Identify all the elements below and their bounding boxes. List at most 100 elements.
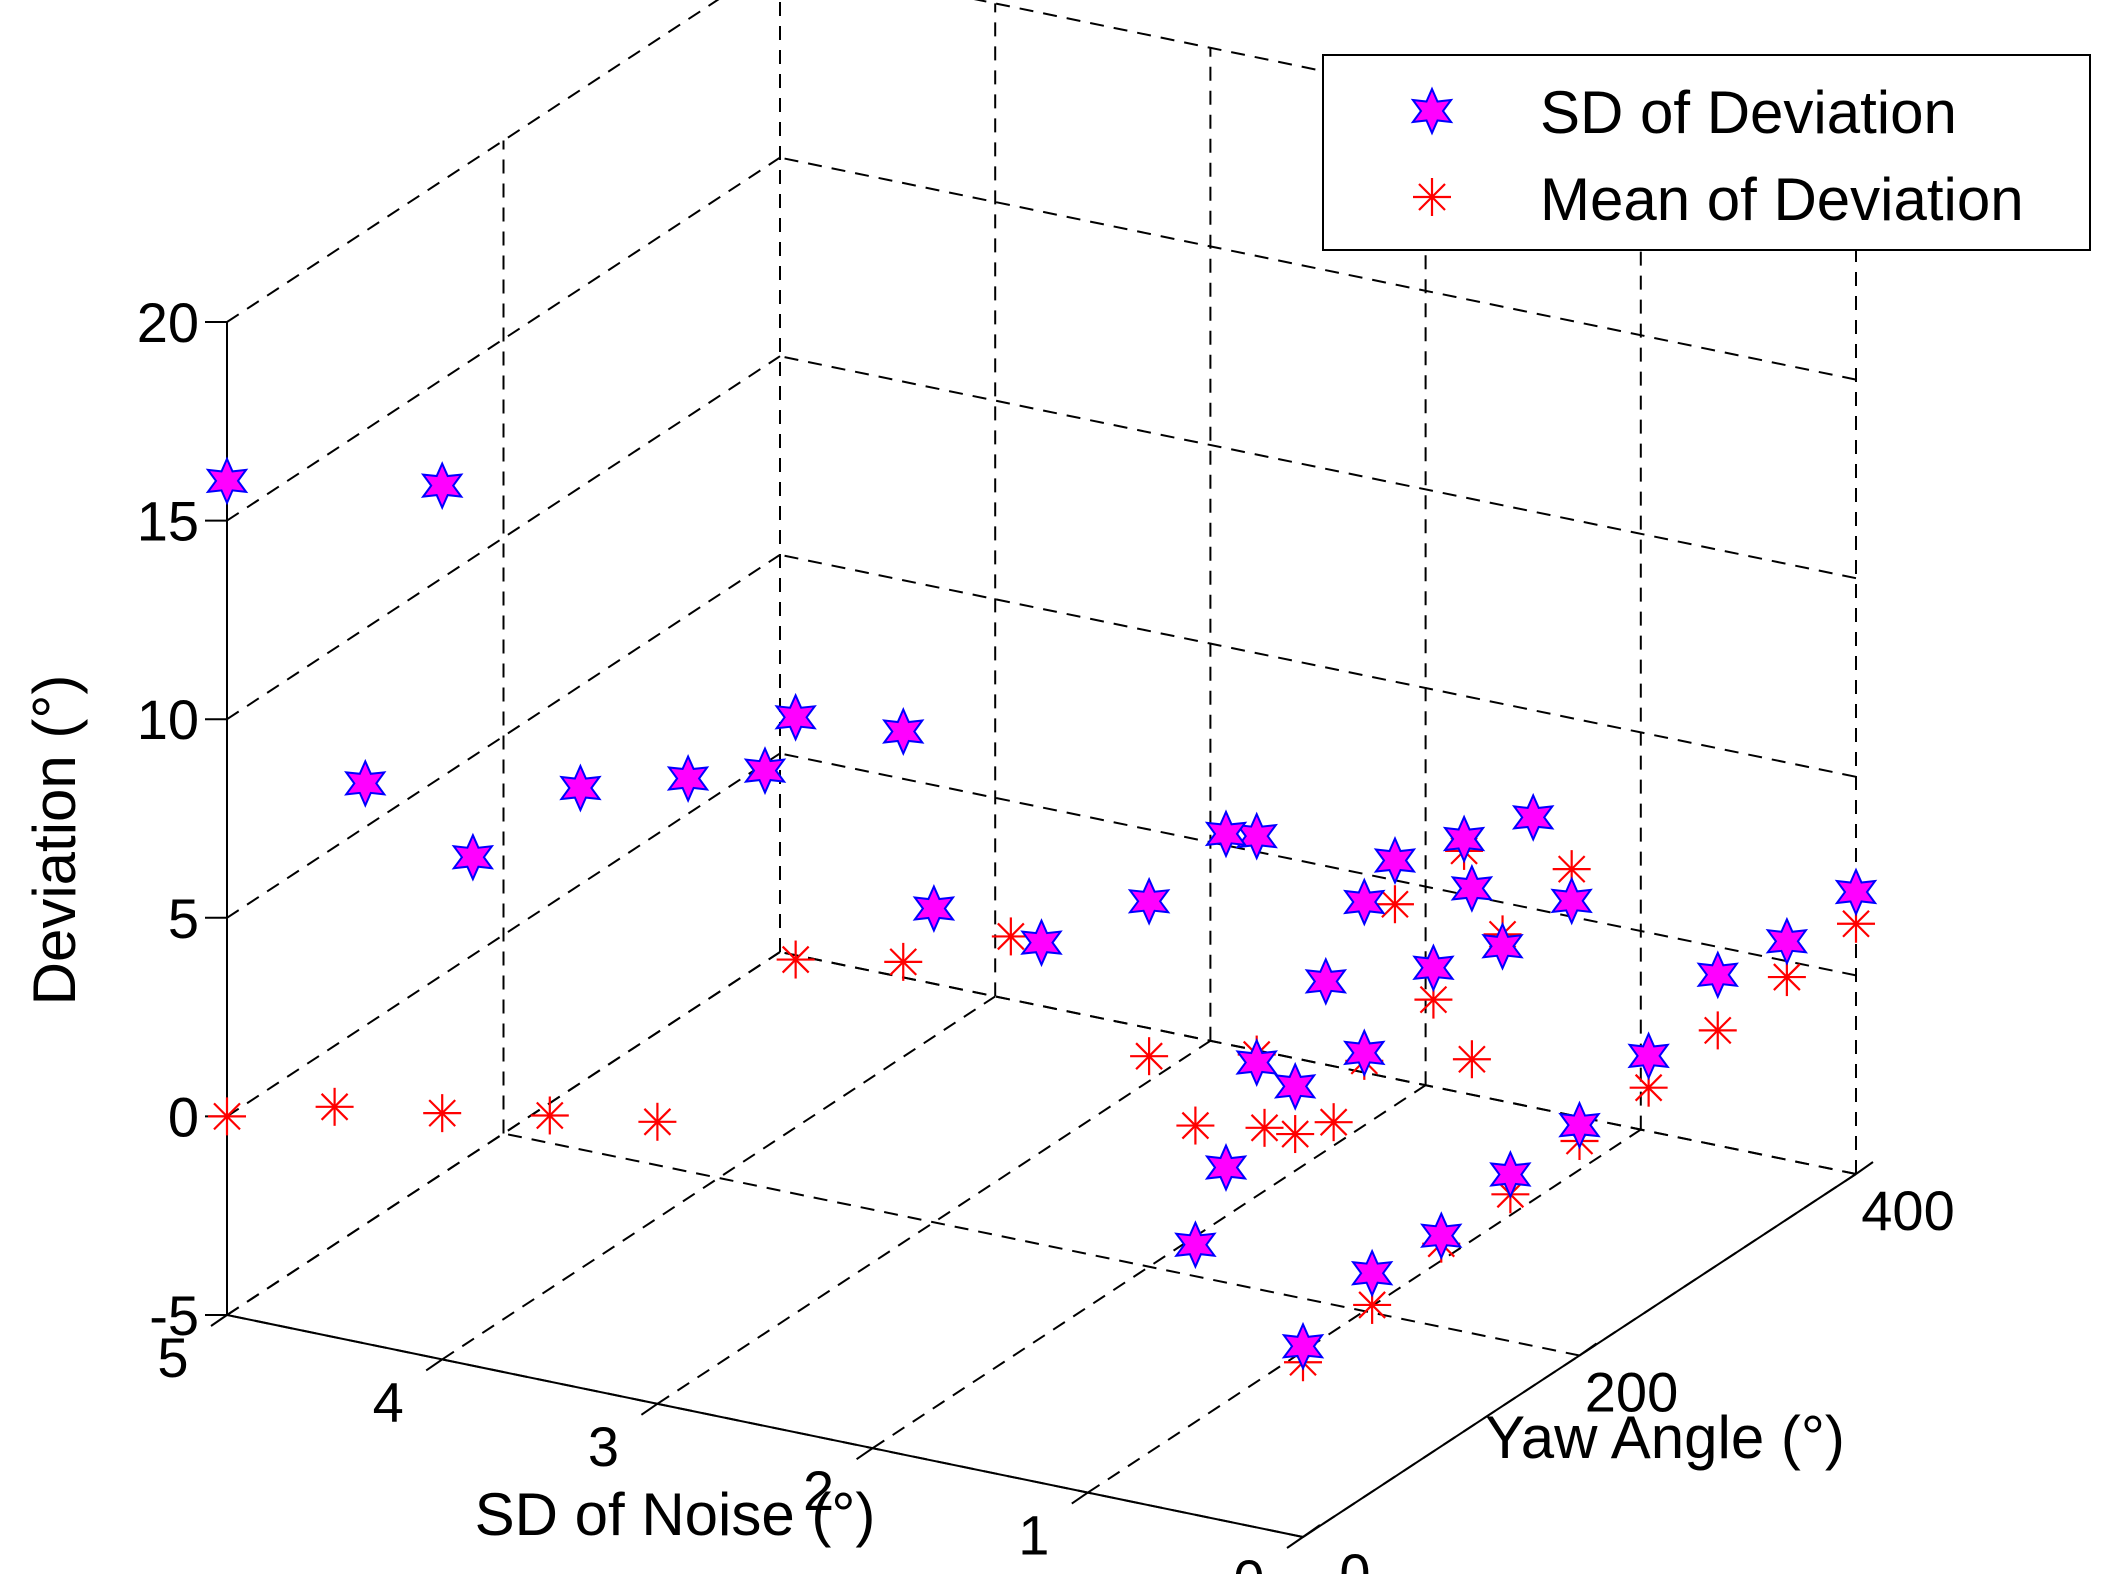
legend-label-sd: SD of Deviation — [1540, 79, 1957, 146]
sd-of-deviation-point — [774, 692, 817, 742]
grid-side-wall-z-4 — [779, 156, 1857, 381]
data-marks — [205, 456, 1878, 1382]
z-tick-label: 0 — [168, 1085, 199, 1148]
sd-of-deviation-point — [1834, 867, 1878, 917]
mean-of-deviation-point-stroke — [1703, 1016, 1732, 1045]
sd-of-deviation-point — [1343, 877, 1386, 927]
y-tick-mark — [1578, 1342, 1598, 1357]
x-tick-mark — [1071, 1491, 1089, 1505]
sd-of-deviation-point — [1550, 876, 1593, 926]
y-tick-label: 400 — [1861, 1179, 1954, 1242]
mean-of-deviation-point-stroke — [428, 1099, 456, 1127]
legend-hexagram-marker — [1410, 86, 1454, 136]
mean-of-deviation-point — [208, 1097, 246, 1136]
x-tick-label: 4 — [373, 1370, 404, 1433]
sd-of-deviation-point — [912, 884, 956, 933]
z-tick-label: -5 — [149, 1284, 199, 1347]
sd-of-deviation-point — [1127, 876, 1171, 926]
sd-of-deviation-point — [1412, 943, 1455, 993]
mean-of-deviation-point — [1698, 1011, 1737, 1050]
y-tick-label: 0 — [1339, 1542, 1370, 1574]
sd-of-deviation-point — [1420, 1211, 1463, 1261]
mean-of-deviation-point — [638, 1102, 677, 1141]
grid-side-wall-z-3 — [779, 355, 1857, 580]
sd-of-deviation-point — [882, 707, 925, 756]
sd-of-deviation-point — [420, 461, 464, 511]
mean-of-deviation-point-stroke — [1135, 1042, 1163, 1070]
grid-floor-y-2 — [779, 951, 1857, 1175]
sd-of-deviation-point — [1204, 1143, 1248, 1192]
mean-of-deviation-point-stroke — [1458, 1045, 1486, 1074]
sd-of-deviation-point — [1373, 836, 1417, 885]
y-tick-mark — [1302, 1524, 1321, 1538]
x-axis-label: SD of Noise (°) — [475, 1481, 876, 1548]
sd-of-deviation-point — [1304, 956, 1348, 1006]
sd-of-deviation-point — [1273, 1061, 1317, 1111]
sd-of-deviation-point — [1481, 921, 1524, 971]
mean-of-deviation-point-stroke — [643, 1108, 672, 1136]
mean-of-deviation-point-stroke — [1358, 1291, 1386, 1319]
mean-of-deviation-point-stroke — [1557, 855, 1586, 883]
mean-of-deviation-point-stroke — [536, 1101, 564, 1130]
sd-of-deviation-point — [1627, 1031, 1670, 1081]
sd-of-deviation-point — [205, 456, 249, 506]
mean-of-deviation-point — [1276, 1115, 1315, 1154]
z-tick-label: 5 — [168, 887, 199, 950]
x-tick-mark — [640, 1402, 658, 1416]
mean-of-deviation-point — [1314, 1103, 1353, 1142]
mean-of-deviation-point-stroke — [1419, 985, 1448, 1014]
mean-of-deviation-point-stroke — [1281, 1120, 1309, 1148]
legend-label-mean: Mean of Deviation — [1540, 166, 2024, 233]
mean-of-deviation-point-stroke — [1773, 963, 1801, 991]
mean-of-deviation-point-stroke — [320, 1093, 349, 1121]
sd-of-deviation-point — [1281, 1321, 1325, 1371]
y-tick-mark — [1855, 1161, 1874, 1175]
legend: SD of Deviation Mean of Deviation — [1322, 54, 2091, 251]
sd-of-deviation-point — [1343, 1028, 1386, 1078]
grid-floor-x-4 — [441, 995, 996, 1361]
x-tick-label: 3 — [588, 1415, 619, 1478]
sd-of-deviation-point — [1174, 1220, 1217, 1270]
mean-of-deviation-point-stroke — [1634, 1073, 1663, 1102]
x-tick-mark — [1286, 1536, 1304, 1549]
mean-of-deviation-point-stroke — [781, 945, 810, 974]
tick-label-layer: 0 1 2 3 4 5 0 200 400 -5 0 5 10 15 20 — [137, 291, 1955, 1574]
x-axis-line — [226, 1314, 1304, 1538]
sd-of-deviation-point — [1558, 1100, 1601, 1150]
sd-of-deviation-point — [1442, 814, 1486, 864]
mean-of-deviation-point — [1375, 885, 1414, 924]
legend-asterisk-marker — [1413, 178, 1451, 216]
mean-of-deviation-point — [1176, 1106, 1215, 1145]
x-tick-mark — [856, 1447, 874, 1461]
x-tick-label: 0 — [1233, 1548, 1264, 1574]
sd-of-deviation-point — [1350, 1248, 1394, 1298]
mean-of-deviation-point-stroke — [1250, 1114, 1279, 1142]
sd-of-deviation-point — [1511, 792, 1555, 842]
mean-of-deviation-point-stroke — [1319, 1108, 1348, 1136]
legend-box — [1322, 54, 2091, 251]
x-tick-label: 2 — [803, 1459, 834, 1522]
grid-layer — [226, 0, 1857, 1538]
mean-of-deviation-point — [423, 1094, 462, 1133]
sd-of-deviation-point — [1489, 1150, 1532, 1199]
sd-of-deviation-point — [1765, 916, 1809, 966]
sd-of-deviation-point — [743, 746, 787, 796]
sd-of-deviation-point — [666, 754, 710, 803]
mean-of-deviation-point — [1767, 958, 1806, 997]
x-tick-mark — [210, 1314, 228, 1327]
sd-of-deviation-point — [451, 832, 495, 882]
z-tick-label: 20 — [137, 291, 199, 354]
sd-of-deviation-point — [1204, 809, 1248, 859]
z-tick-label: 10 — [137, 688, 199, 751]
grid-side-wall-z-1 — [779, 752, 1857, 977]
sd-of-deviation-point — [344, 758, 387, 808]
z-axis-label: Deviation (°) — [21, 675, 88, 1006]
sd-of-deviation-point — [1020, 918, 1063, 968]
sd-of-deviation-point — [1235, 1038, 1278, 1087]
mean-of-deviation-point — [884, 942, 923, 981]
sd-of-deviation-point — [559, 763, 602, 813]
mean-of-deviation-point-stroke — [1381, 890, 1409, 918]
y-axis-label: Yaw Angle (°) — [1485, 1404, 1845, 1471]
grid-floor-y-1 — [503, 1132, 1580, 1357]
